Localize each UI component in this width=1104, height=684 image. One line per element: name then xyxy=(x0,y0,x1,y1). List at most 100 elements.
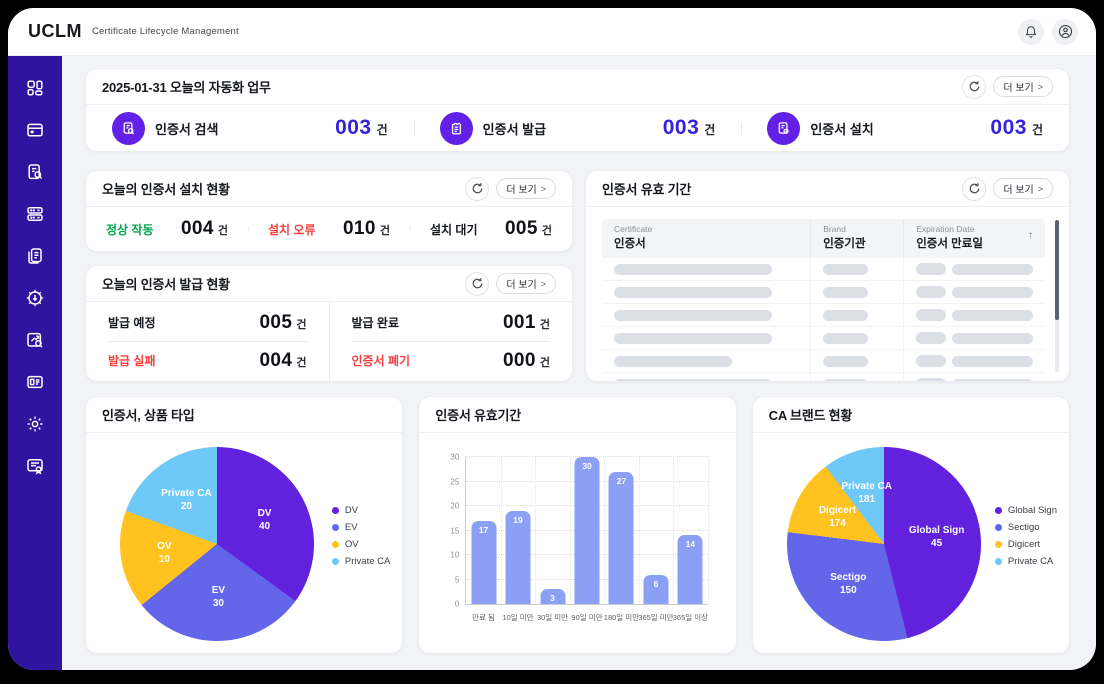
notifications-button[interactable] xyxy=(1018,18,1044,45)
sidebar-item-monitoring-search[interactable] xyxy=(15,320,55,360)
table-scrollbar xyxy=(1055,220,1059,372)
refresh-button[interactable] xyxy=(465,271,490,296)
pie-slice-label: EV 30 xyxy=(211,585,226,610)
stat-certificate-issue: 인증서 발급 003 건 xyxy=(413,111,742,145)
app-window: UCLM Certificate Lifecycle Management xyxy=(8,8,1096,670)
legend-item: Private CA xyxy=(994,556,1057,567)
more-button[interactable]: 더 보기 > xyxy=(993,76,1053,97)
divider xyxy=(108,341,307,342)
legend-dot xyxy=(331,524,339,531)
y-axis-tick: 30 xyxy=(450,452,460,462)
bar: 14 xyxy=(677,535,703,604)
column-brand[interactable]: Brand 인증기관 xyxy=(810,219,903,258)
stat-value: 003 xyxy=(335,116,372,139)
chart-title: CA 브랜드 현황 xyxy=(768,408,853,423)
gridline xyxy=(673,457,675,604)
pie-slice-label: OV 10 xyxy=(157,540,172,565)
legend-dot xyxy=(994,558,1002,565)
stat-install-error: 설치 오류 010 건 xyxy=(248,218,410,240)
stat-unit: 건 xyxy=(539,318,550,331)
gridline xyxy=(604,457,606,604)
stat-unit: 건 xyxy=(379,225,390,237)
validity-table-card: 인증서 유효 기간 더 보기 > xyxy=(585,170,1070,382)
sidebar-item-server[interactable] xyxy=(15,194,55,234)
stat-label: 인증서 설치 xyxy=(810,121,874,137)
pie: Global Sign 45 Sectigo 150 Digicert 174 Privat… xyxy=(786,447,981,641)
bar-plot-area: 0 5 10 15 20 25 30 17 만료 됨 19 10일 미만 3 30일 미만 30 90일 미… xyxy=(450,453,709,622)
refresh-button[interactable] xyxy=(962,74,987,99)
settings-gear-icon xyxy=(27,416,43,432)
more-button-label: 더 보기 xyxy=(1003,83,1034,94)
sidebar-item-dashboard[interactable] xyxy=(15,68,55,108)
app-logo: UCLM xyxy=(28,21,82,41)
documents-icon xyxy=(28,248,42,264)
stat-issue-failed: 발급 실패 004 건 xyxy=(86,342,329,379)
x-axis-label: 30일 미만 xyxy=(536,613,569,622)
main-content: 2025-01-31 오늘의 자동화 업무 더 보기 > xyxy=(62,56,1096,670)
chevron-right-icon: > xyxy=(540,278,546,289)
table-row xyxy=(602,304,1045,327)
sidebar-item-certificate-audit[interactable] xyxy=(15,446,55,486)
column-certificate[interactable]: Certificate 인증서 xyxy=(602,219,810,258)
y-axis-tick: 0 xyxy=(454,599,460,609)
gridline xyxy=(638,457,640,604)
gridline xyxy=(707,457,709,604)
more-button[interactable]: 더 보기 > xyxy=(993,178,1053,199)
x-axis-label: 90일 미만 xyxy=(571,613,603,622)
sidebar-item-id-card[interactable] xyxy=(15,362,55,402)
product-type-pie-chart: DV 40 EV 30 OV 10 Private CA 20 DV EV OV Private C… xyxy=(86,433,402,653)
stat-value: 005 xyxy=(259,311,293,333)
bar-value-label: 19 xyxy=(513,514,523,525)
y-axis-tick: 10 xyxy=(450,550,460,560)
sidebar-item-automation-settings[interactable] xyxy=(15,278,55,318)
profile-button[interactable] xyxy=(1052,18,1078,45)
sidebar-item-documents[interactable] xyxy=(15,236,55,276)
stat-certificate-install: 인증서 설치 003 건 xyxy=(741,111,1069,145)
gridline xyxy=(500,457,502,604)
certificate-install-icon xyxy=(767,111,801,145)
stat-label: 인증서 폐기 xyxy=(351,354,411,368)
legend-item: Sectigo xyxy=(994,522,1057,533)
scrollbar-thumb[interactable] xyxy=(1055,220,1059,320)
sidebar-item-certificate-search[interactable] xyxy=(15,152,55,192)
column-expiration-date[interactable]: ↑ Expiration Date 인증서 만료일 xyxy=(903,219,1045,258)
refresh-button[interactable] xyxy=(465,176,490,201)
legend-dot xyxy=(994,524,1002,531)
stat-value: 001 xyxy=(502,311,536,333)
stat-value: 003 xyxy=(662,116,700,139)
validity-bar-chart: 0 5 10 15 20 25 30 17 만료 됨 19 10일 미만 3 30일 미만 30 90일 미… xyxy=(419,433,735,653)
stat-value: 005 xyxy=(504,218,538,239)
stat-label: 발급 예정 xyxy=(108,316,156,330)
refresh-icon xyxy=(472,183,483,194)
chart-title: 인증서 유효기간 xyxy=(435,408,522,423)
certificate-icon xyxy=(27,459,43,475)
user-avatar-icon xyxy=(1058,24,1072,39)
issuance-status-card: 오늘의 인증서 발급 현황 더 보기 > xyxy=(85,265,573,382)
stat-unit: 건 xyxy=(296,356,307,369)
column-label-en: Certificate xyxy=(614,224,653,234)
chevron-right-icon: > xyxy=(540,183,546,194)
bar: 30 xyxy=(574,457,600,604)
chart-search-icon xyxy=(27,332,43,348)
stat-certificate-search: 인증서 검색 003 건 xyxy=(86,111,414,145)
table-header: Certificate 인증서 Brand 인증기관 ↑ Expiration … xyxy=(602,219,1045,258)
sort-asc-icon[interactable]: ↑ xyxy=(1027,230,1033,241)
refresh-button[interactable] xyxy=(962,176,987,201)
stat-certificate-revoked: 인증서 폐기 000 건 xyxy=(330,342,573,379)
legend-item: Digicert xyxy=(994,539,1057,550)
sidebar-item-calendar[interactable] xyxy=(15,110,55,150)
pie: DV 40 EV 30 OV 10 Private CA 20 xyxy=(120,447,314,641)
product-type-pie-card: 인증서, 상품 타입 DV 40 EV 30 OV 10 Private CA 20 DV EV… xyxy=(85,396,404,654)
legend-dot xyxy=(994,507,1002,514)
automation-card-title: 2025-01-31 오늘의 자동화 업무 xyxy=(102,80,271,95)
sidebar-item-settings[interactable] xyxy=(15,404,55,444)
stat-value: 000 xyxy=(502,349,536,371)
more-button[interactable]: 더 보기 > xyxy=(496,178,556,199)
bar: 6 xyxy=(643,574,669,604)
more-button[interactable]: 더 보기 > xyxy=(496,273,556,294)
gridline xyxy=(569,457,571,604)
y-axis-tick: 20 xyxy=(450,501,460,511)
column-label-ko: 인증기관 xyxy=(823,238,866,250)
refresh-icon xyxy=(472,278,483,289)
pie-slice-label: Global Sign 45 xyxy=(908,525,965,550)
